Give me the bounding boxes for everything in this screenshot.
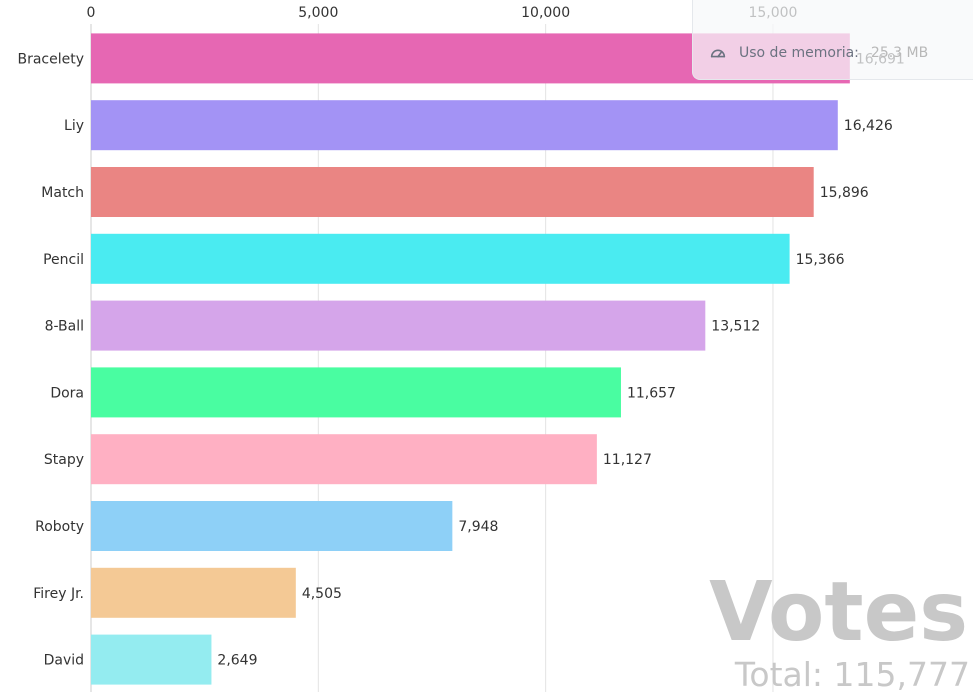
category-label: David — [44, 653, 84, 669]
bar — [91, 501, 453, 551]
bar — [91, 634, 212, 685]
memory-usage-row: Uso de memoria: 25.3 MB — [709, 44, 928, 62]
value-label: 13,512 — [711, 319, 760, 335]
value-label: 7,948 — [458, 519, 498, 535]
value-label: 2,649 — [217, 653, 257, 669]
category-label: 8-Ball — [45, 319, 84, 335]
category-label: Pencil — [43, 252, 84, 268]
memory-usage-widget: Uso de memoria: 25.3 MB — [692, 0, 973, 80]
x-tick-label: 10,000 — [521, 5, 570, 21]
bar — [91, 167, 814, 217]
value-label: 4,505 — [302, 586, 342, 602]
category-label: Dora — [50, 385, 84, 401]
value-label: 16,426 — [844, 118, 893, 134]
category-label: Stapy — [44, 452, 84, 468]
memory-usage-label: Uso de memoria: — [739, 45, 859, 61]
watermark-total: Total: 115,777 — [734, 655, 970, 692]
bar — [91, 100, 838, 151]
value-label: 11,657 — [627, 385, 676, 401]
value-label: 15,366 — [796, 252, 845, 268]
watermark-title: Votes — [709, 565, 968, 660]
watermark: Votes Total: 115,777 — [709, 565, 970, 692]
x-tick-label: 5,000 — [298, 5, 338, 21]
category-label: Bracelety — [17, 51, 84, 67]
bar — [91, 434, 597, 485]
x-tick-label: 0 — [87, 5, 96, 21]
bars: Bracelety16,691Liy16,426Match15,896Penci… — [17, 33, 905, 685]
category-label: Roboty — [35, 519, 84, 535]
bar — [91, 233, 790, 284]
bar — [91, 367, 621, 418]
bar — [91, 300, 706, 351]
bar — [91, 567, 296, 618]
category-label: Match — [41, 185, 84, 201]
value-label: 11,127 — [603, 452, 652, 468]
memory-usage-value: 25.3 MB — [870, 45, 929, 61]
category-label: Firey Jr. — [33, 586, 84, 602]
gauge-icon — [710, 49, 726, 58]
category-label: Liy — [64, 118, 84, 134]
value-label: 15,896 — [820, 185, 869, 201]
